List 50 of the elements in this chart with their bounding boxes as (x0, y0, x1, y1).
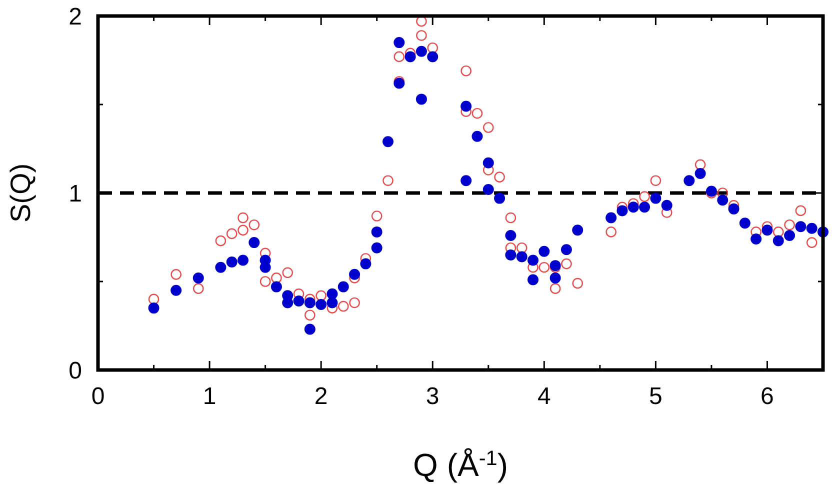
x-tick-label: 5 (649, 383, 662, 410)
point (271, 272, 282, 284)
x-tick-label: 6 (760, 383, 774, 410)
x-axis-title: Q (Å$^{-1}$) (413, 446, 508, 483)
point (427, 42, 438, 54)
point (572, 278, 584, 289)
y-tick-label: 2 (68, 3, 82, 30)
point (226, 228, 238, 240)
point (382, 175, 394, 186)
point (482, 122, 494, 133)
point (795, 205, 806, 216)
y-tick-label: 0 (68, 357, 82, 384)
point (170, 269, 182, 280)
x-tick-label: 1 (202, 383, 216, 410)
x-tick-label: 3 (426, 383, 440, 410)
point (304, 310, 316, 321)
point (606, 226, 616, 238)
point (338, 300, 349, 312)
point (516, 242, 528, 254)
point (694, 159, 706, 170)
point (550, 283, 561, 294)
point (316, 290, 326, 302)
point (394, 51, 405, 62)
point (639, 191, 650, 202)
point (784, 219, 795, 230)
point (806, 237, 818, 248)
y-axis-title: S(Q) (5, 163, 36, 223)
point (472, 108, 483, 119)
point (282, 267, 294, 278)
x-tick-label: 4 (537, 383, 551, 410)
point (416, 30, 427, 41)
y-tick-label: 1 (68, 180, 82, 208)
point (349, 297, 360, 308)
point (148, 294, 160, 305)
point (460, 65, 472, 76)
x-tick-label: 0 (91, 383, 105, 410)
point (260, 276, 271, 287)
point (494, 172, 505, 182)
point (238, 212, 248, 224)
point (371, 210, 382, 222)
point (248, 219, 260, 230)
point (238, 224, 248, 236)
x-tick-label: 2 (314, 383, 328, 410)
point (772, 226, 784, 238)
point (215, 235, 226, 246)
point (650, 175, 662, 186)
point (538, 262, 550, 273)
point (192, 283, 204, 294)
point (505, 212, 516, 224)
point (561, 258, 572, 270)
